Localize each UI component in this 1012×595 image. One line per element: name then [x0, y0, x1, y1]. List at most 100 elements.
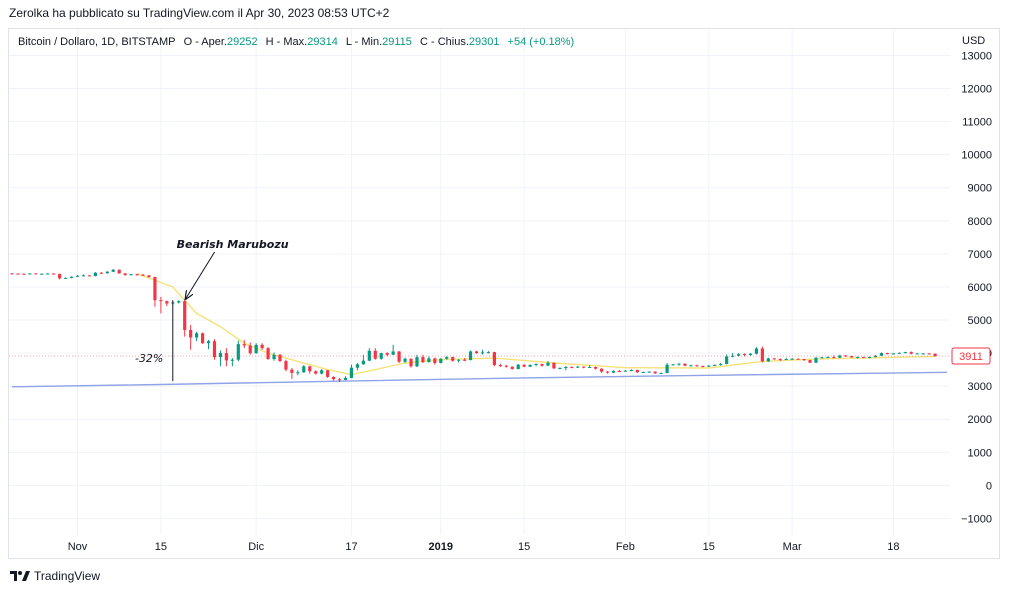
candle-body — [903, 352, 907, 354]
candle-body — [701, 366, 705, 368]
candle — [570, 366, 574, 369]
legend-close-value: 29301 — [468, 36, 500, 48]
candle-body — [790, 358, 794, 360]
candle-body — [135, 274, 139, 276]
candle-body — [546, 362, 550, 366]
candle-body — [302, 366, 306, 373]
candle — [439, 358, 443, 364]
candle — [647, 371, 651, 373]
candle-body — [343, 377, 348, 380]
price-tick-label: 13000 — [961, 50, 992, 62]
candle — [921, 353, 925, 355]
candle-body — [736, 354, 741, 356]
candle — [498, 363, 502, 367]
legend-close-label: C - Chius. — [419, 36, 469, 48]
legend-open-label: O - Aper. — [183, 36, 227, 48]
candle — [748, 353, 753, 356]
candle — [302, 365, 306, 373]
price-tick-label: 12000 — [961, 84, 992, 96]
candle-body — [272, 354, 276, 360]
candle-body — [897, 352, 901, 354]
candle-body — [665, 364, 669, 373]
candle-body — [599, 368, 604, 372]
candle-body — [355, 364, 360, 368]
candle-body — [16, 273, 20, 275]
legend-symbol: Bitcoin / Dollaro, 1D, BITSTAMP — [18, 36, 176, 48]
candle-body — [403, 358, 407, 362]
candle-body — [409, 358, 413, 367]
time-tick-label: 15 — [518, 541, 530, 553]
footer-brand-text: TradingView — [34, 569, 101, 583]
candle — [266, 347, 270, 360]
candle — [349, 364, 354, 379]
candle — [63, 277, 68, 280]
candle-body — [195, 333, 199, 338]
candle — [504, 365, 508, 368]
candle — [147, 275, 151, 278]
candle-body — [105, 271, 109, 274]
candle-body — [326, 370, 330, 377]
candle-body — [445, 357, 449, 359]
candle-body — [314, 371, 318, 374]
candle — [165, 300, 169, 307]
candle-body — [457, 359, 461, 361]
candle-body — [856, 357, 860, 359]
candle-body — [415, 357, 419, 367]
candle-body — [492, 352, 496, 366]
price-tick-label: 6000 — [968, 282, 992, 294]
candle-body — [623, 370, 628, 372]
candle — [195, 331, 199, 342]
candle-body — [879, 353, 884, 356]
candle — [52, 273, 56, 275]
candle-body — [433, 358, 437, 364]
candle — [623, 369, 628, 372]
candle — [296, 370, 300, 376]
moving-averages — [11, 273, 948, 388]
candle — [873, 355, 878, 358]
candle-body — [40, 273, 44, 275]
candle — [391, 344, 395, 356]
candle — [111, 269, 115, 273]
candle — [772, 358, 776, 360]
candle-body — [159, 300, 163, 302]
candle — [558, 367, 562, 370]
candle — [814, 357, 818, 364]
candle — [534, 363, 538, 367]
candle — [69, 276, 74, 279]
candle — [695, 364, 699, 367]
candle-body — [558, 367, 562, 369]
candle — [671, 364, 675, 366]
candle — [802, 358, 806, 362]
candle-body — [540, 364, 544, 366]
price-tick-label: −1000 — [961, 513, 992, 525]
candle-body — [34, 273, 38, 275]
candle — [820, 356, 824, 359]
price-tick-label: 7000 — [968, 249, 992, 261]
candle — [516, 364, 520, 370]
price-tick-label: 10000 — [961, 150, 992, 162]
candle — [58, 273, 62, 280]
candle — [909, 351, 913, 355]
candle-body — [224, 353, 228, 361]
candle-body — [200, 333, 205, 344]
candle-body — [671, 364, 675, 366]
candle — [254, 343, 258, 354]
chart-frame — [8, 28, 1000, 559]
candle — [403, 357, 407, 364]
footer-brand: TradingView — [10, 569, 100, 583]
candle-body — [582, 366, 586, 368]
candle — [314, 370, 318, 375]
chart-grid — [9, 29, 950, 535]
candle-body — [808, 360, 812, 363]
candle — [183, 300, 187, 337]
candle-body — [820, 357, 824, 359]
candle-body — [534, 364, 538, 366]
candle — [474, 350, 479, 354]
currency-label[interactable]: USD — [962, 35, 986, 47]
candle — [153, 276, 157, 307]
candle — [200, 332, 205, 344]
candle — [838, 354, 842, 359]
candle — [427, 356, 431, 363]
candle-body — [183, 301, 187, 330]
